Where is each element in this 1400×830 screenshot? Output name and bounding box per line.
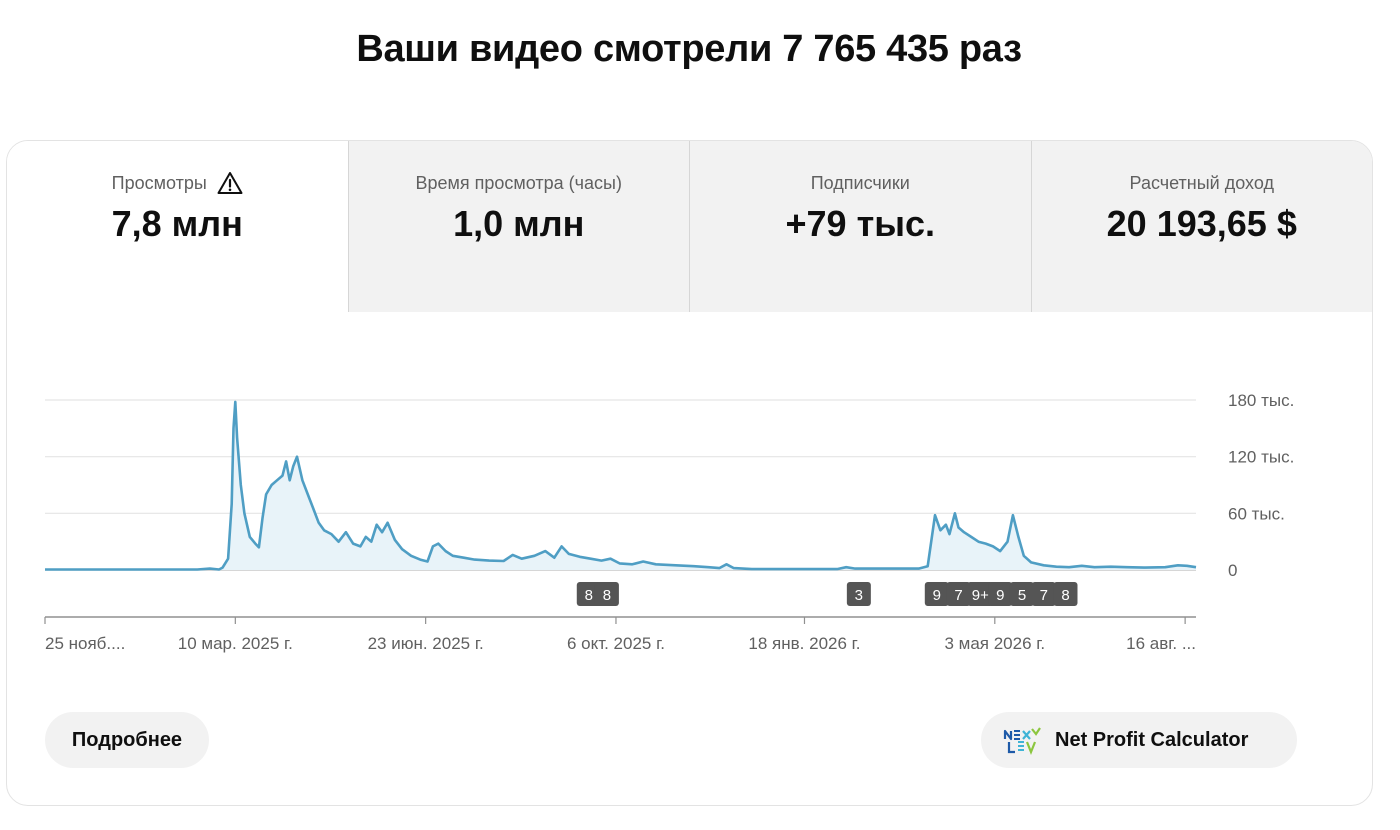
annotation-badge-label: 9+ xyxy=(972,587,989,604)
nexlev-logo-icon xyxy=(1003,727,1041,755)
metric-tabs: Просмотры 7,8 млн Время просмотра (часы)… xyxy=(7,141,1372,312)
annotation-badge xyxy=(576,582,601,606)
annotation-badge-label: 5 xyxy=(1018,587,1026,604)
annotation-badge-label: 8 xyxy=(603,587,611,604)
series-line xyxy=(45,400,1197,571)
tab-label: Расчетный доход xyxy=(1129,172,1274,193)
net-profit-calculator-button[interactable]: Net Profit Calculator xyxy=(981,712,1297,768)
x-tick-label: 23 июн. 2025 г. xyxy=(368,634,484,653)
annotation-badge-label: 7 xyxy=(954,587,962,604)
annotation-badge-label: 9 xyxy=(933,587,941,604)
annotation-badge-label: 8 xyxy=(585,587,593,604)
tab-label: Время просмотра (часы) xyxy=(415,172,623,193)
tab-value: +79 тыс. xyxy=(785,203,935,244)
tab-label: Подписчики xyxy=(810,172,910,193)
tab-revenue[interactable]: Расчетный доход 20 193,65 $ xyxy=(1030,141,1372,312)
annotation-badge-label: 3 xyxy=(855,587,863,604)
tab-value: 20 193,65 $ xyxy=(1106,203,1297,244)
annotation-badge xyxy=(846,582,871,606)
y-tick-label: 120 тыс. xyxy=(1228,448,1294,467)
x-tick-label: 18 янв. 2026 г. xyxy=(748,634,860,653)
series-area xyxy=(45,401,1196,570)
tab-watch-time[interactable]: Время просмотра (часы) 1,0 млн xyxy=(347,141,689,312)
more-details-button[interactable]: Подробнее xyxy=(45,712,209,768)
annotation-badge xyxy=(946,582,971,606)
y-tick-label: 180 тыс. xyxy=(1228,391,1294,410)
x-tick-label: 10 мар. 2025 г. xyxy=(178,634,293,653)
x-tick-label: 3 мая 2026 г. xyxy=(944,634,1045,653)
tab-value: 7,8 млн xyxy=(111,203,243,244)
tab-subscribers[interactable]: Подписчики +79 тыс. xyxy=(689,141,1031,312)
annotation-badge xyxy=(594,582,619,606)
y-tick-label: 60 тыс. xyxy=(1228,504,1285,523)
more-details-label: Подробнее xyxy=(71,728,183,751)
page-title: Ваши видео смотрели 7 765 435 раз xyxy=(356,28,1022,70)
net-profit-calculator-label: Net Profit Calculator xyxy=(1055,728,1249,751)
annotation-badge xyxy=(1053,582,1078,606)
x-tick-label: 25 нояб.... xyxy=(45,634,125,653)
views-chart[interactable]: 180 тыс.120 тыс.60 тыс.08 8 3 9 7 9+ 9 5 7 825 но… xyxy=(7,312,1373,672)
annotation-badge xyxy=(1009,582,1034,606)
x-tick-label: 6 окт. 2025 г. xyxy=(567,634,665,653)
tab-label: Просмотры xyxy=(111,172,207,193)
annotation-badge-label: 8 xyxy=(1061,587,1069,604)
annotation-badge xyxy=(924,582,949,606)
warning-icon[interactable] xyxy=(217,171,243,195)
annotation-badge-label: 7 xyxy=(1040,587,1048,604)
annotation-badge xyxy=(1031,582,1056,606)
annotation-badge xyxy=(967,582,994,606)
x-tick-label: 16 авг. ... xyxy=(1126,634,1196,653)
annotation-badge xyxy=(988,582,1013,606)
y-tick-label: 0 xyxy=(1228,561,1237,580)
tab-value: 1,0 млн xyxy=(453,203,585,244)
annotation-badge-label: 9 xyxy=(996,587,1004,604)
tab-views[interactable]: Просмотры 7,8 млн xyxy=(7,141,348,312)
analytics-card: Просмотры 7,8 млн Время просмотра (часы)… xyxy=(6,140,1373,806)
